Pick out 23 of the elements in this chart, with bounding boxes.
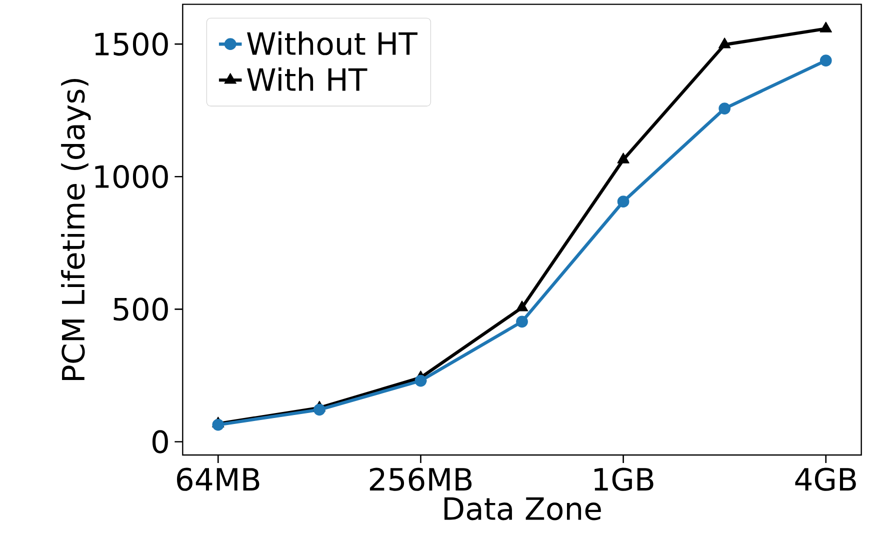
point xyxy=(820,54,832,66)
x-axis-title: Data Zone xyxy=(444,497,601,520)
y-tick-label: 1500 xyxy=(95,32,168,56)
point xyxy=(718,102,731,114)
x-tick-label: 1GB xyxy=(594,468,654,491)
point xyxy=(617,152,630,164)
point xyxy=(516,300,528,312)
y-axis-title: PCM Lifetime (days) xyxy=(61,78,91,380)
x-tick-label: 64MB xyxy=(176,468,260,491)
point xyxy=(718,38,731,48)
y-tick-label: 1000 xyxy=(95,165,168,188)
point xyxy=(617,196,630,208)
legend-label: With HT xyxy=(247,67,368,91)
legend-label: Without HT xyxy=(247,31,418,56)
point xyxy=(414,374,427,387)
y-tick-label: 500 xyxy=(114,298,168,321)
y-tick-label: 0 xyxy=(152,430,168,454)
x-tick-label: 256MB xyxy=(370,468,472,491)
point xyxy=(313,404,326,416)
point xyxy=(516,316,528,328)
point xyxy=(212,418,224,431)
x-tick-label: 4GB xyxy=(795,468,856,491)
point xyxy=(820,22,832,32)
